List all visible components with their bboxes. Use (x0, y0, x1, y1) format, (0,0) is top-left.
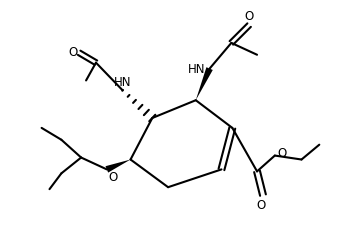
Polygon shape (106, 160, 131, 173)
Text: O: O (245, 10, 254, 23)
Text: HN: HN (188, 63, 206, 76)
Text: O: O (256, 199, 265, 212)
Polygon shape (196, 67, 213, 100)
Text: HN: HN (114, 76, 131, 89)
Text: O: O (278, 147, 287, 160)
Text: O: O (68, 46, 77, 59)
Text: O: O (109, 171, 118, 184)
